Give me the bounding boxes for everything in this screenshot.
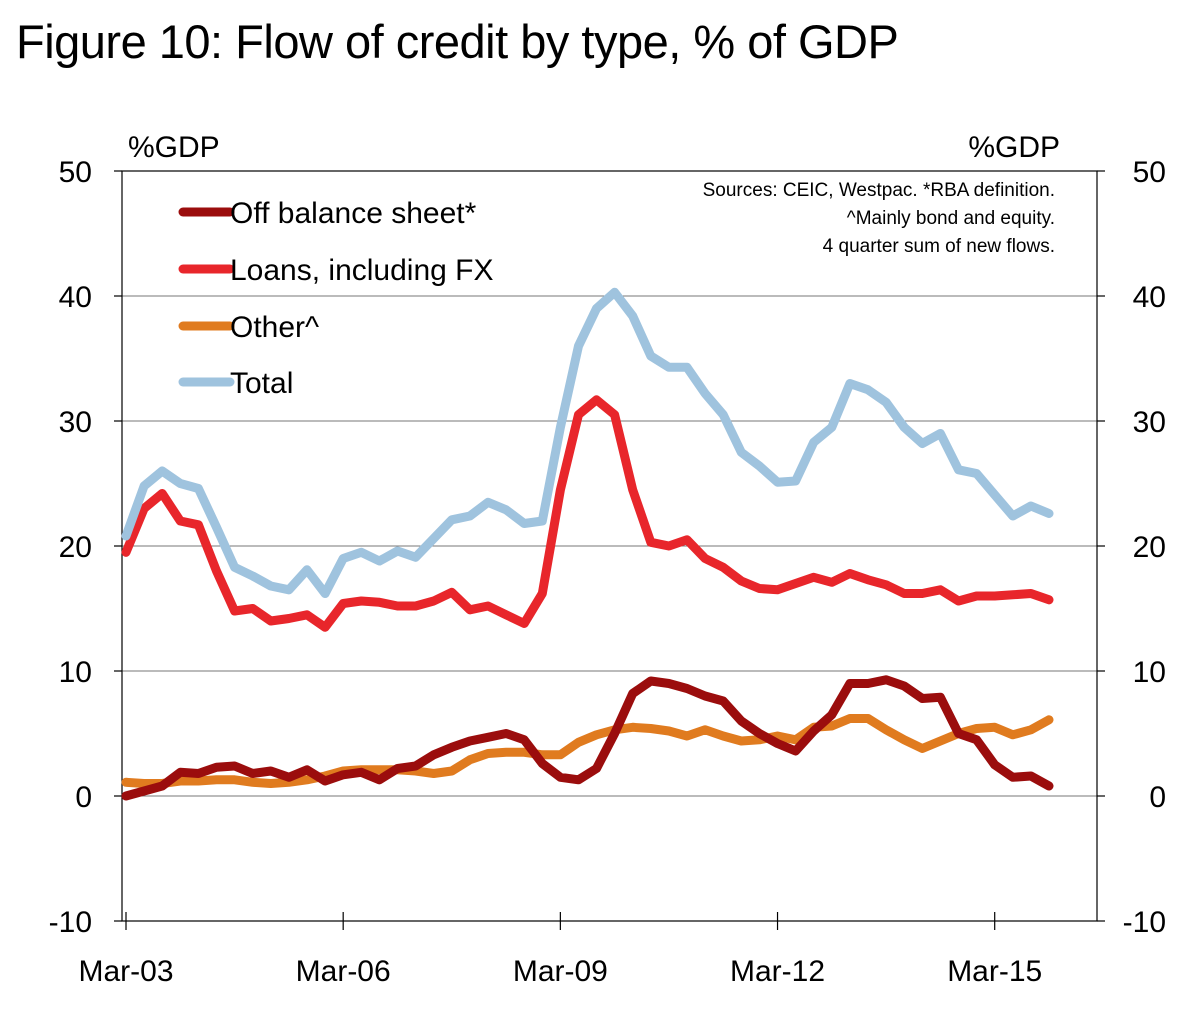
x-tick-label: Mar-09 xyxy=(513,955,608,988)
legend-label-off-balance-sheet: Off balance sheet* xyxy=(230,197,477,230)
figure-title: Figure 10: Flow of credit by type, % of … xyxy=(16,15,899,68)
series-line-total xyxy=(121,287,1054,598)
y-tick-label-left: 40 xyxy=(59,281,92,314)
legend-label-other: Other^ xyxy=(230,311,319,344)
y-tick-label-right: 40 xyxy=(1133,281,1166,314)
y-tick-label-left: 50 xyxy=(59,156,92,189)
series-line-off-balance-sheet xyxy=(121,675,1054,801)
gridlines xyxy=(122,295,1097,797)
source-notes: Sources: CEIC, Westpac. *RBA definition.… xyxy=(703,180,1055,257)
y-tick-label-left: -10 xyxy=(49,906,92,939)
series-lines xyxy=(121,287,1054,801)
y-tick-label-right: 0 xyxy=(1149,781,1166,814)
y-tick-label-right: 10 xyxy=(1133,656,1166,689)
source-note-line-1: Sources: CEIC, Westpac. *RBA definition. xyxy=(703,180,1055,201)
x-tick-label: Mar-06 xyxy=(296,955,391,988)
y-tick-label-right: 20 xyxy=(1133,531,1166,564)
y-tick-label-right: 30 xyxy=(1133,406,1166,439)
source-note-line-3: 4 quarter sum of new flows. xyxy=(823,236,1055,257)
series-line-loans-including-fx xyxy=(121,395,1054,632)
source-note-line-2: ^Mainly bond and equity. xyxy=(847,208,1055,229)
y-tick-label-left: 20 xyxy=(59,531,92,564)
y-axis-unit-right: %GDP xyxy=(968,131,1060,164)
legend-label-total: Total xyxy=(230,367,293,400)
axis-ticks: 50 50 40 40 30 30 20 20 10 10 0 0 -10 -10 Mar-03 Mar-06… xyxy=(49,156,1166,988)
y-tick-label-left: 10 xyxy=(59,656,92,689)
y-tick-label-right: 50 xyxy=(1133,156,1166,189)
y-tick-label-left: 30 xyxy=(59,406,92,439)
legend-label-loans: Loans, including FX xyxy=(230,254,494,287)
x-tick-label: Mar-12 xyxy=(730,955,825,988)
series-line-other xyxy=(121,714,1054,788)
x-tick-label: Mar-03 xyxy=(78,955,173,988)
legend: Off balance sheet* Loans, including FX O… xyxy=(178,197,494,400)
y-tick-label-left: 0 xyxy=(75,781,92,814)
y-axis-unit-left: %GDP xyxy=(128,131,220,164)
x-tick-label: Mar-15 xyxy=(947,955,1042,988)
y-tick-label-right: -10 xyxy=(1123,906,1166,939)
